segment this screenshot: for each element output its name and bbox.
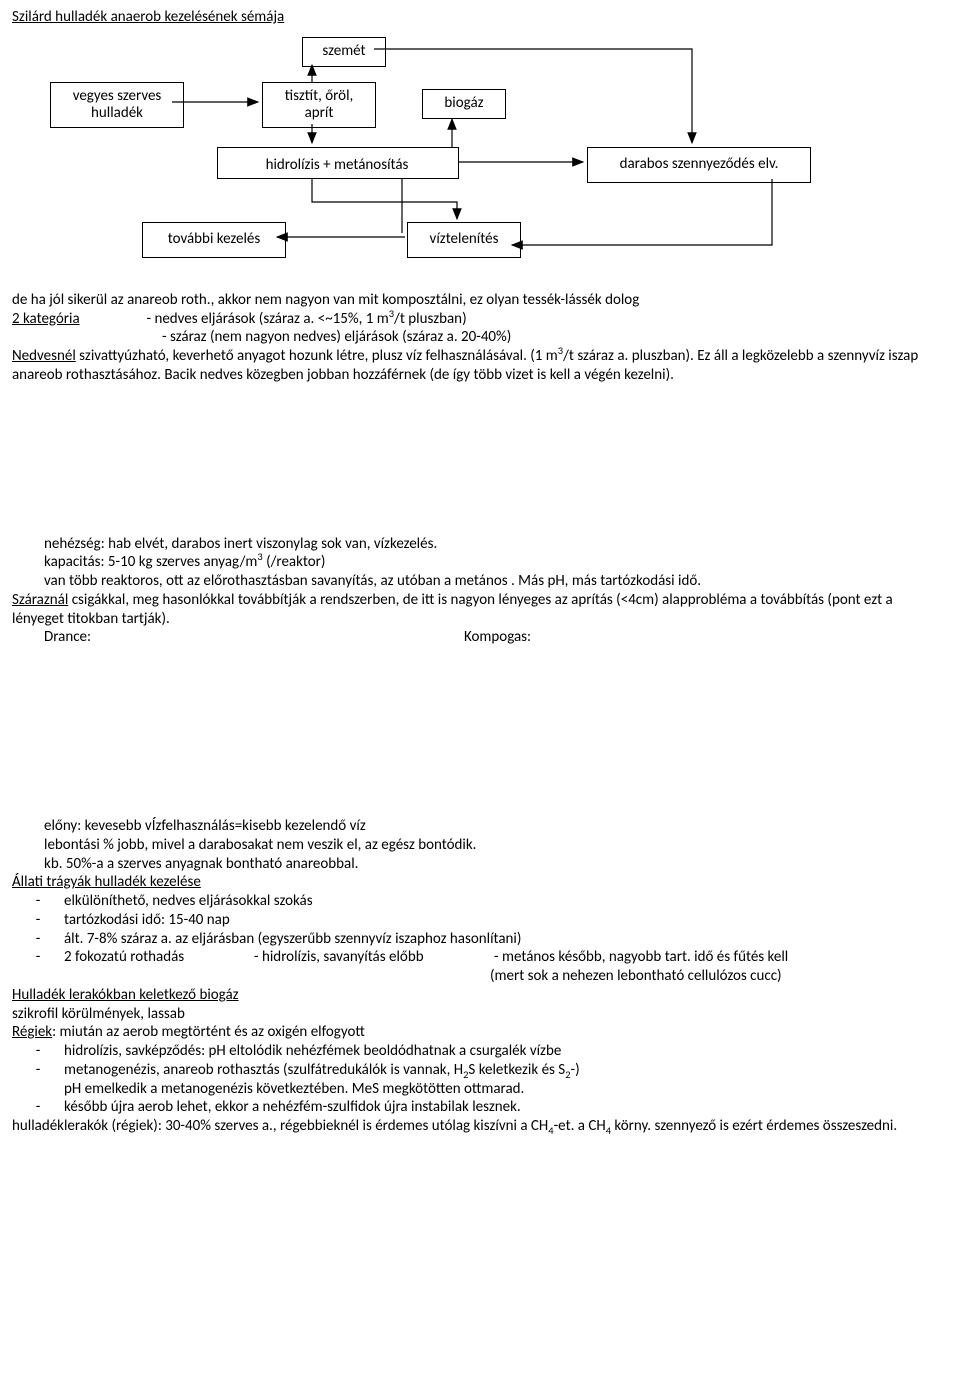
node-tisztit: tisztít, őröl, aprít	[262, 82, 376, 128]
regiek-b1-text: hidrolízis, savképződés: pH eltolódik ne…	[64, 1042, 948, 1061]
page-title: Szilárd hulladék anaerob kezelésének sém…	[12, 8, 284, 26]
kapacitas-b: (/reaktor)	[263, 553, 326, 571]
node-hidrolizis: hidrolízis + metánosítás	[227, 157, 447, 174]
blank-gap-1	[12, 385, 948, 535]
p-lebontasi: lebontási % jobb, mivel a darabosakat ne…	[44, 836, 948, 855]
p-kb50: kb. 50%-a a szerves anyagnak bontható an…	[44, 855, 948, 874]
title-allati: Állati trágyák hulladék kezelése	[12, 873, 201, 891]
node-viztelenites: víztelenítés	[407, 222, 521, 258]
allati-bullet-3: -ált. 7-8% száraz a. az eljárásban (egys…	[12, 930, 948, 949]
regiek-bullet-3: -később újra aerob lehet, ekkor a nehézf…	[12, 1098, 948, 1117]
kapacitas-a: kapacitás: 5-10 kg szerves anyag/m	[44, 553, 257, 571]
allati-b4c: - metános később, nagyobb tart. idő és f…	[494, 948, 788, 966]
node-szemet: szemét	[302, 37, 386, 67]
label-drance: Drance:	[44, 628, 464, 647]
p-regiek: Régiek: miután az aerob megtörtént és az…	[12, 1023, 948, 1042]
regiek-b2a: metanogenézis, anareob rothasztás (szulf…	[64, 1061, 463, 1079]
allati-b4d: (mert sok a nehezen lebontható cellulózo…	[12, 967, 948, 986]
kat-line2: - száraz (nem nagyon nedves) eljárások (…	[162, 328, 948, 347]
label-2kategoria: 2 kategória	[12, 310, 80, 328]
p-szaraznal: Száraznál csigákkal, meg hasonlókkal tov…	[12, 591, 948, 629]
label-kompogas: Kompogas:	[464, 628, 531, 646]
hlr-a: hulladéklerakók (régiek): 30-40% szerves…	[12, 1117, 548, 1135]
hlr-b: -et. a CH	[554, 1117, 606, 1135]
regiek-b3-text: később újra aerob lehet, ekkor a nehézfé…	[64, 1098, 948, 1117]
regiek-text: : miután az aerob megtörtént és az oxigé…	[52, 1023, 365, 1041]
p-elony: előny: kevesebb vÍzfelhasználás=kisebb k…	[44, 817, 948, 836]
node-darabos: darabos szennyeződés elv.	[587, 147, 811, 183]
p-hulladeklerakok: hulladéklerakók (régiek): 30-40% szerves…	[12, 1117, 948, 1136]
allati-b1-text: elkülöníthető, nedves eljárásokkal szoká…	[64, 892, 948, 911]
hlr-c: körny. szennyező is ezért érdemes összes…	[611, 1117, 897, 1135]
nedvesnel-a: szivattyúzható, keverhető anyagot hozunk…	[76, 347, 558, 365]
regiek-bullet-2: - metanogenézis, anareob rothasztás (szu…	[12, 1061, 948, 1099]
szaraznal-text: csigákkal, meg hasonlókkal továbbítják a…	[12, 591, 893, 628]
regiek-b2c: -)	[571, 1061, 580, 1079]
allati-b4a: 2 fokozatú rothadás	[64, 948, 254, 967]
p-vantobb: van több reaktoros, ott az előrothasztás…	[44, 572, 948, 591]
allati-bullet-4: - 2 fokozatú rothadás- hidrolízis, savan…	[12, 948, 948, 967]
allati-b2-text: tartózkodási idő: 15-40 nap	[64, 911, 948, 930]
p-szikrofil: szikrofil körülmények, lassab	[12, 1005, 948, 1024]
regiek-b2-text: metanogenézis, anareob rothasztás (szulf…	[64, 1061, 948, 1099]
p-nehezseg: nehézség: hab elvét, darabos inert viszo…	[44, 535, 948, 554]
kat-line1-b: /t pluszban)	[394, 310, 467, 328]
label-nedvesnel: Nedvesnél	[12, 347, 76, 365]
allati-b3-text: ált. 7-8% száraz a. az eljárásban (egysz…	[64, 930, 948, 949]
label-szaraznal: Száraznál	[12, 591, 68, 609]
allati-b4-text: 2 fokozatú rothadás- hidrolízis, savanyí…	[64, 948, 948, 967]
p-2kategoria: 2 kategória - nedves eljárások (száraz a…	[12, 310, 948, 329]
node-vegyes: vegyes szerves hulladék	[50, 82, 184, 128]
kat-line1-a: - nedves eljárások (száraz a. <~15%, 1 m	[146, 310, 388, 328]
title-hulladek-lerakok: Hulladék lerakókban keletkező biogáz	[12, 986, 239, 1004]
p-intro: de ha jól sikerül az anareob roth., akko…	[12, 291, 948, 310]
blank-gap-2	[12, 647, 948, 817]
flow-diagram: szemét vegyes szerves hulladék tisztít, …	[12, 27, 912, 287]
allati-bullet-2: -tartózkodási idő: 15-40 nap	[12, 911, 948, 930]
regiek-bullet-1: -hidrolízis, savképződés: pH eltolódik n…	[12, 1042, 948, 1061]
allati-bullet-1: -elkülöníthető, nedves eljárásokkal szok…	[12, 892, 948, 911]
p-drance-kompogas: Drance:Kompogas:	[44, 628, 948, 647]
regiek-b2b: S keletkezik és S	[468, 1061, 565, 1079]
node-tovabbi: további kezelés	[142, 222, 286, 258]
regiek-b2-line2: pH emelkedik a metanogenézis következtéb…	[64, 1080, 524, 1098]
node-biogaz: biogáz	[422, 89, 506, 119]
label-regiek: Régiek	[12, 1023, 52, 1041]
p-kapacitas: kapacitás: 5-10 kg szerves anyag/m3 (/re…	[44, 553, 948, 572]
allati-b4b: - hidrolízis, savanyítás előbb	[254, 948, 494, 967]
p-nedvesnel: Nedvesnél szivattyúzható, keverhető anya…	[12, 347, 948, 385]
